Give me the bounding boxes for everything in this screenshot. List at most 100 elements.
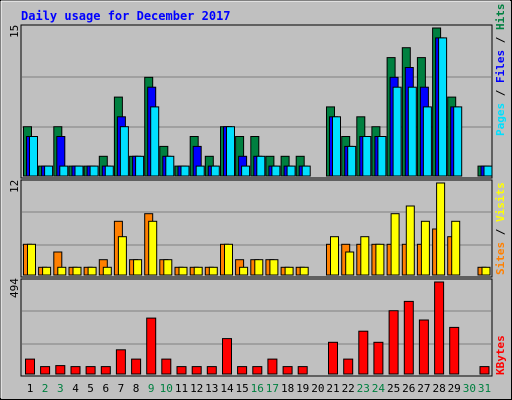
legend-files: Files — [494, 50, 507, 83]
x-tick-label-27: 27 — [417, 382, 430, 395]
bar-pages-day-23 — [362, 136, 372, 177]
x-tick-label-7: 7 — [118, 382, 125, 395]
bar-pages-day-7 — [119, 126, 129, 177]
bar-pages-day-4 — [74, 165, 84, 177]
bar-pages-day-26 — [407, 86, 417, 177]
bar-pages-day-13 — [210, 165, 220, 177]
bar-sites-day-11 — [178, 266, 188, 276]
bar-pages-day-22 — [347, 145, 357, 177]
bar-sites-day-12 — [193, 266, 203, 276]
bar-kbytes-day-12 — [191, 366, 202, 375]
bar-sites-day-31 — [481, 266, 491, 276]
bar-sites-day-10 — [163, 259, 173, 276]
x-tick-label-29: 29 — [448, 382, 461, 395]
bar-kbytes-day-23 — [358, 330, 369, 375]
x-tick-label-13: 13 — [205, 382, 218, 395]
bar-pages-day-6 — [104, 165, 114, 177]
bar-pages-day-11 — [180, 165, 190, 177]
bar-kbytes-day-2 — [40, 366, 51, 375]
bar-kbytes-day-10 — [161, 358, 172, 375]
x-tick-label-8: 8 — [133, 382, 140, 395]
bar-kbytes-day-31 — [479, 366, 490, 375]
bar-kbytes-day-19 — [297, 366, 308, 375]
bar-sites-day-17 — [269, 259, 279, 276]
bar-kbytes-day-15 — [237, 366, 248, 375]
bar-sites-day-16 — [254, 259, 264, 276]
x-tick-label-12: 12 — [190, 382, 203, 395]
x-tick-label-11: 11 — [175, 382, 188, 395]
x-tick-label-25: 25 — [387, 382, 400, 395]
bar-sites-day-26 — [405, 205, 415, 276]
bar-sites-day-9 — [148, 220, 158, 276]
x-tick-label-26: 26 — [402, 382, 415, 395]
x-tick-label-30: 30 — [463, 382, 476, 395]
x-tick-label-31: 31 — [478, 382, 491, 395]
bar-pages-day-21 — [332, 116, 341, 177]
bar-pages-day-25 — [392, 86, 402, 177]
bar-sites-day-24 — [375, 243, 385, 276]
chart-title: Daily usage for December 2017 — [21, 9, 231, 23]
x-tick-label-14: 14 — [220, 382, 234, 395]
ymax-label-hits: 15 — [8, 25, 21, 38]
x-tick-label-4: 4 — [72, 382, 79, 395]
bar-sites-day-3 — [57, 266, 67, 276]
bar-pages-day-1 — [29, 136, 38, 177]
x-tick-label-19: 19 — [296, 382, 309, 395]
bar-pages-day-18 — [286, 165, 296, 177]
bar-pages-day-9 — [150, 106, 160, 177]
legend-visits: Visits — [494, 182, 507, 222]
x-tick-label-20: 20 — [311, 382, 324, 395]
bars-layer — [23, 27, 493, 375]
bar-sites-day-23 — [360, 236, 370, 276]
bar-pages-day-15 — [241, 165, 251, 177]
bar-kbytes-day-14 — [222, 338, 232, 375]
axis-label-kbytes: KBytes — [494, 335, 507, 375]
bar-pages-day-12 — [195, 165, 205, 177]
bar-kbytes-day-13 — [206, 366, 217, 375]
x-tick-label-9: 9 — [148, 382, 155, 395]
bar-pages-day-27 — [422, 106, 432, 177]
bar-pages-day-14 — [226, 126, 235, 177]
bar-pages-day-24 — [377, 136, 387, 177]
bar-pages-day-17 — [271, 165, 281, 177]
bar-sites-day-7 — [117, 236, 127, 276]
ymax-label-visits: 12 — [8, 180, 21, 193]
bar-pages-day-29 — [453, 106, 463, 177]
bar-kbytes-day-29 — [449, 326, 460, 375]
x-tick-label-21: 21 — [326, 382, 339, 395]
bar-pages-day-8 — [135, 155, 145, 177]
x-tick-label-23: 23 — [357, 382, 370, 395]
bar-sites-day-15 — [239, 266, 249, 276]
legend-pages: Pages — [494, 103, 507, 136]
bar-pages-day-10 — [165, 155, 175, 177]
bar-sites-day-13 — [208, 266, 218, 276]
x-tick-label-18: 18 — [281, 382, 294, 395]
legend-sep-1: / — [494, 89, 507, 96]
bar-sites-day-29 — [451, 220, 461, 276]
x-tick-label-1: 1 — [27, 382, 34, 395]
bar-pages-day-3 — [59, 165, 69, 177]
legend-sep-3: / — [494, 228, 507, 235]
bar-sites-day-4 — [72, 266, 82, 276]
bar-sites-day-6 — [102, 266, 112, 276]
bar-sites-day-19 — [299, 266, 309, 276]
x-tick-label-28: 28 — [432, 382, 445, 395]
bar-kbytes-day-8 — [131, 358, 142, 375]
bar-sites-day-25 — [390, 213, 400, 276]
bar-kbytes-day-11 — [176, 366, 187, 375]
legend-hits: Hits — [494, 4, 507, 31]
bar-kbytes-day-24 — [373, 341, 384, 375]
x-tick-label-16: 16 — [251, 382, 264, 395]
bar-kbytes-day-17 — [267, 358, 278, 375]
x-tick-label-17: 17 — [266, 382, 279, 395]
bar-kbytes-day-3 — [55, 365, 66, 375]
bar-sites-day-1 — [27, 243, 36, 276]
x-tick-label-22: 22 — [342, 382, 355, 395]
bar-sites-day-5 — [87, 266, 97, 276]
bar-pages-day-19 — [301, 165, 311, 177]
bar-kbytes-day-28 — [434, 281, 445, 375]
x-tick-label-3: 3 — [57, 382, 64, 395]
bar-sites-day-27 — [420, 220, 430, 276]
bar-sites-day-18 — [284, 266, 294, 276]
